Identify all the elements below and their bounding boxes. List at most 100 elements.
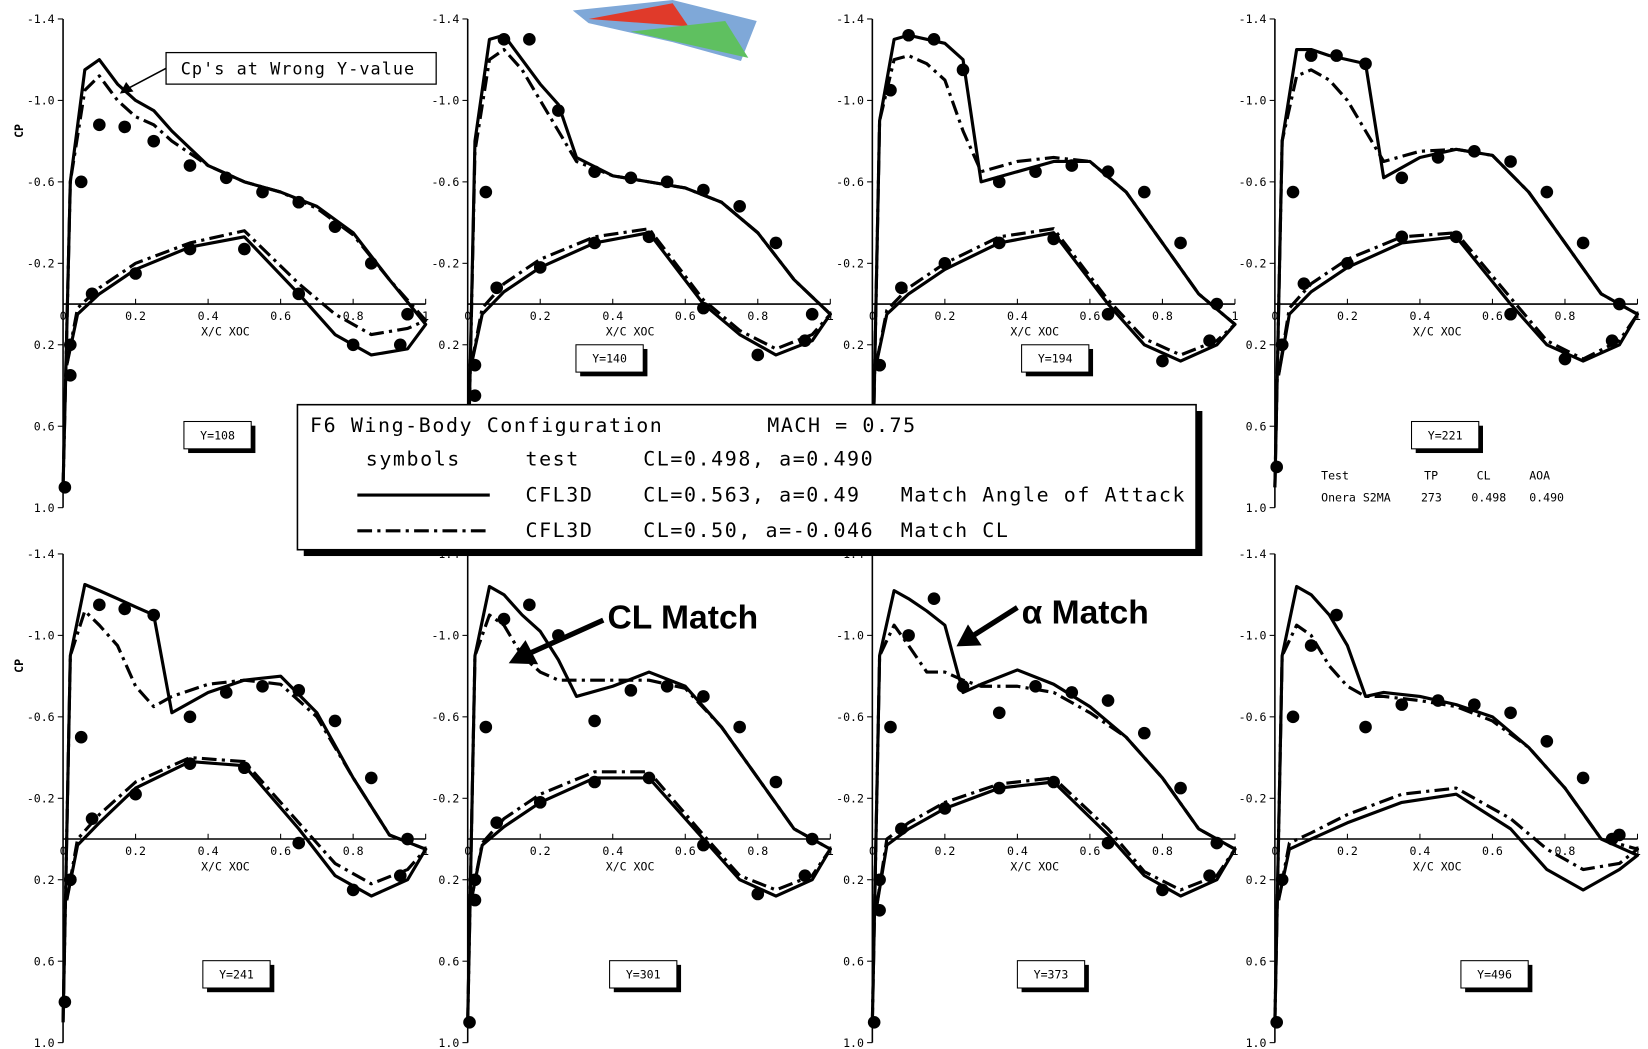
legend-symbol: symbols [366, 447, 461, 471]
y-tick-label: -0.6 [1239, 175, 1267, 189]
y-tick-label: 1.0 [843, 1036, 864, 1049]
data-point [292, 837, 305, 850]
data-point [588, 715, 601, 728]
y-tick-label: -1.4 [836, 12, 864, 26]
legend-stats: CL=0.498, a=0.490 [643, 447, 874, 471]
data-point [480, 186, 493, 199]
data-point [147, 135, 160, 148]
data-point [93, 119, 106, 132]
y-tick-label: 1.0 [1246, 1036, 1267, 1049]
data-point [1359, 721, 1372, 734]
y-tick-label: -1.0 [27, 629, 55, 643]
cp-curve [63, 585, 426, 1023]
data-point [1174, 782, 1187, 795]
data-point [184, 159, 197, 172]
annotation-text: α Match [1022, 594, 1149, 631]
data-point [1504, 155, 1517, 168]
y-tick-label: 1.0 [438, 1036, 459, 1049]
station-label: Y=373 [1034, 968, 1069, 982]
x-tick-label: 0.6 [270, 844, 291, 858]
x-tick-label: 0.2 [1337, 844, 1358, 858]
data-point [1287, 711, 1300, 724]
page: -1.4-1.0-0.6-0.20.20.61.000.20.40.60.81X… [0, 0, 1648, 1049]
y-tick-label: -1.4 [27, 547, 55, 561]
x-tick-label: 0.2 [125, 844, 146, 858]
x-tick-label: 0.2 [530, 844, 551, 858]
y-tick-label: 0.6 [1246, 954, 1267, 968]
y-tick-label: -1.4 [431, 12, 459, 26]
data-point [1541, 735, 1554, 748]
legend-title: F6 Wing-Body Configuration [310, 413, 663, 437]
data-point [1577, 237, 1590, 250]
data-point [1102, 694, 1115, 707]
cp-curve [1275, 587, 1638, 1023]
y-tick-label: -0.6 [836, 175, 864, 189]
x-axis-label: X/C XOC [1413, 325, 1462, 339]
station-label: Y=301 [626, 968, 661, 982]
y-tick-label: -0.6 [836, 710, 864, 724]
x-tick-label: 0.8 [747, 844, 768, 858]
station-label: Y=194 [1038, 352, 1073, 366]
data-point [523, 33, 536, 46]
data-point [625, 684, 638, 697]
x-tick-label: 0.8 [1152, 309, 1173, 323]
y-tick-label: -1.4 [1239, 12, 1267, 26]
legend: F6 Wing-Body Configuration MACH = 0.75 s… [297, 405, 1202, 556]
y-tick-label: -0.6 [1239, 710, 1267, 724]
x-axis-label: X/C XOC [1010, 325, 1059, 339]
x-tick-label: 0.4 [1409, 844, 1430, 858]
x-tick-label: 0.6 [675, 844, 696, 858]
test-header: AOA [1529, 468, 1550, 482]
x-tick-label: 0.6 [1079, 309, 1100, 323]
station-label: Y=241 [219, 968, 254, 982]
x-axis-label: X/C XOC [201, 860, 250, 874]
y-tick-label: -1.0 [431, 629, 459, 643]
test-info: Test TP CL AOA Onera S2MA 273 0.498 0.49… [1321, 468, 1564, 504]
x-tick-label: 0.4 [198, 844, 219, 858]
y-tick-label: -1.4 [1239, 547, 1267, 561]
y-tick-label: -1.0 [431, 94, 459, 108]
x-tick-label: 0.8 [747, 309, 768, 323]
x-tick-label: 0.6 [1482, 844, 1503, 858]
test-row: 273 [1421, 490, 1442, 504]
y-tick-label: -0.2 [1239, 791, 1267, 805]
x-tick-label: 0.2 [530, 309, 551, 323]
test-header: CL [1477, 468, 1491, 482]
cp-curve [872, 591, 1235, 1023]
y-tick-label: -1.0 [1239, 629, 1267, 643]
data-point [770, 776, 783, 789]
station-label: Y=496 [1477, 968, 1512, 982]
data-point [1298, 277, 1311, 290]
data-point [1287, 186, 1300, 199]
y-tick-label: -0.2 [836, 791, 864, 805]
y-tick-label: 0.6 [438, 954, 459, 968]
y-tick-label: 0.2 [34, 873, 55, 887]
x-tick-label: 0.6 [675, 309, 696, 323]
y-tick-label: 1.0 [34, 501, 55, 515]
annotation-text: CL Match [607, 600, 758, 637]
y-tick-label: -0.6 [431, 175, 459, 189]
data-point [490, 281, 503, 294]
data-point [1174, 237, 1187, 250]
x-tick-label: 0.6 [270, 309, 291, 323]
y-tick-label: 0.6 [843, 954, 864, 968]
station-label: Y=140 [592, 352, 627, 366]
test-header: Test [1321, 468, 1349, 482]
data-point [1395, 171, 1408, 184]
data-point [365, 772, 378, 785]
y-axis-label: CP [12, 124, 26, 138]
y-tick-label: 0.2 [34, 338, 55, 352]
y-tick-label: -0.2 [27, 257, 55, 271]
data-point [884, 721, 897, 734]
x-tick-label: 0.8 [1152, 844, 1173, 858]
x-tick-label: 0.4 [1007, 309, 1028, 323]
test-row: 0.498 [1471, 490, 1506, 504]
y-tick-label: -0.2 [431, 791, 459, 805]
data-point [733, 721, 746, 734]
legend-note: Match Angle of Attack [901, 482, 1186, 506]
y-tick-label: -0.6 [27, 175, 55, 189]
x-tick-label: 0.4 [602, 844, 623, 858]
x-tick-label: 0.4 [1007, 844, 1028, 858]
data-point [238, 243, 251, 256]
